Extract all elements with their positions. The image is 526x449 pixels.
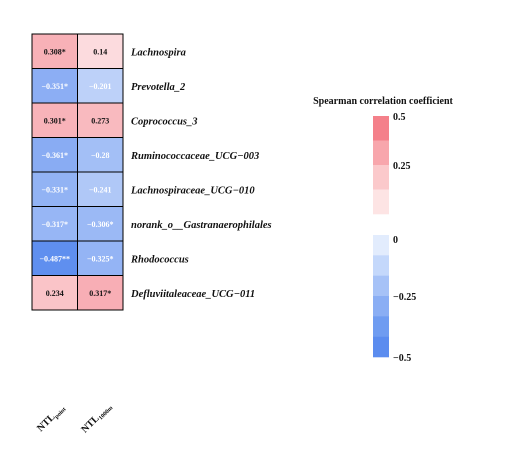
heatmap-cell: [77, 240, 124, 276]
heatmap-cell-label: −0.487**: [39, 254, 70, 263]
column-label: NTLpoint: [35, 402, 67, 434]
legend-tick-label: −0.25: [393, 292, 416, 303]
heatmap-cell: [77, 206, 124, 242]
row-label: Rhodococcus: [130, 254, 189, 265]
heatmap-cell: [31, 33, 78, 69]
legend-swatch: [373, 275, 389, 297]
heatmap-cell-label: 0.301*: [44, 116, 66, 125]
row-labels: Lachnospira Prevotella_2 Coprococcus_3 Rumi…: [130, 47, 272, 300]
row-label: Defluviitaleaceae_UCG−011: [130, 289, 255, 300]
legend-swatch: [373, 235, 389, 256]
heatmap-cell-label: 0.317*: [89, 289, 111, 298]
heatmap-cell-label: −0.306*: [87, 220, 114, 229]
legend-ticks: 0.5 0.25 0 −0.25 −0.5: [393, 112, 416, 364]
row-label: Lachnospira: [130, 47, 186, 58]
heatmap-cell-label: −0.325*: [87, 254, 114, 263]
heatmap-cell-label: −0.317*: [41, 220, 68, 229]
row-label: Ruminococcaceae_UCG−003: [130, 151, 259, 162]
heatmap-cell: [77, 137, 124, 173]
column-label: NTL1000m: [79, 401, 114, 436]
legend-swatch: [373, 296, 389, 317]
heatmap-cell-labels: 0.308* 0.14 −0.351* −0.201 0.301* 0.273 −0.361…: [39, 47, 113, 298]
row-label: Coprococcus_3: [131, 116, 198, 127]
row-label: Prevotella_2: [131, 82, 186, 93]
heatmap-cell-label: −0.351*: [41, 82, 68, 91]
legend-swatch: [373, 165, 389, 190]
legend-negative-scale: [373, 235, 389, 358]
legend-swatch: [373, 255, 389, 276]
heatmap-cell-label: 0.14: [93, 47, 107, 56]
heatmap-cell-label: 0.308*: [44, 47, 66, 56]
legend-positive-scale: [373, 116, 389, 215]
legend-tick-label: 0: [393, 235, 398, 246]
heatmap-cell-label: −0.361*: [41, 151, 68, 160]
heatmap-cell-label: 0.234: [46, 289, 64, 298]
heatmap-cell-label: −0.201: [89, 82, 112, 91]
heatmap-cell: [77, 102, 124, 138]
legend-tick-label: 0.25: [393, 161, 411, 172]
heatmap-cell-label: −0.331*: [41, 185, 68, 194]
legend-swatch: [373, 116, 389, 141]
heatmap-cell: [77, 68, 124, 104]
legend-swatch: [373, 140, 389, 166]
heatmap-cell-label: −0.28: [91, 151, 110, 160]
legend-tick-label: 0.5: [393, 112, 406, 123]
row-label: norank_o__Gastranaerophilales: [131, 220, 272, 231]
heatmap-cell: [77, 275, 124, 311]
legend-swatch: [373, 189, 389, 215]
legend-swatch: [373, 316, 389, 337]
legend-title: Spearman correlation coefficient: [313, 96, 453, 107]
heatmap-cell: [77, 171, 124, 207]
heatmap-cell-label: 0.273: [91, 116, 109, 125]
legend: Spearman correlation coefficient 0.5 0.25…: [313, 96, 453, 364]
heatmap-cell: [77, 33, 124, 69]
legend-tick-label: −0.5: [393, 353, 411, 364]
heatmap-cell-label: −0.241: [89, 185, 112, 194]
row-label: Lachnospiraceae_UCG−010: [130, 185, 255, 196]
heatmap-grid: [31, 33, 124, 311]
column-labels: NTLpoint NTL1000m: [35, 401, 114, 436]
legend-swatch: [373, 336, 389, 358]
